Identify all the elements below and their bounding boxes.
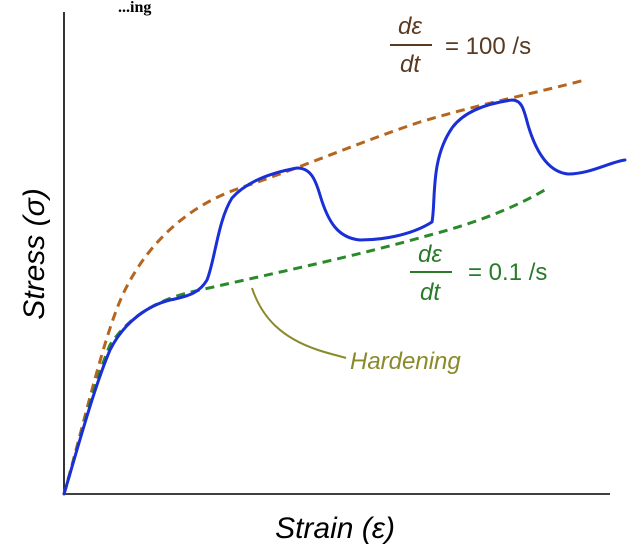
x-axis-label: Strain (ε) <box>275 512 395 545</box>
hardening-label: Hardening <box>350 348 461 375</box>
low-rate-annotation: dε dt = 0.1 /s <box>410 241 547 306</box>
high-rate-numerator: dε <box>398 13 422 40</box>
high-rate-curve <box>62 78 586 495</box>
high-rate-value: = 100 /s <box>445 33 531 60</box>
hardening-leader-line <box>251 287 347 359</box>
low-rate-value: = 0.1 /s <box>468 259 547 286</box>
low-rate-numerator: dε <box>418 241 442 268</box>
stress-strain-curve <box>62 98 627 496</box>
high-rate-denominator: dt <box>400 51 421 78</box>
high-rate-annotation: dε dt = 100 /s <box>390 13 531 78</box>
cropped-header-text: ...ing <box>118 0 151 16</box>
low-rate-denominator: dt <box>420 279 441 306</box>
low-rate-curve <box>62 186 549 495</box>
y-axis-label: Stress (σ) <box>18 188 51 319</box>
